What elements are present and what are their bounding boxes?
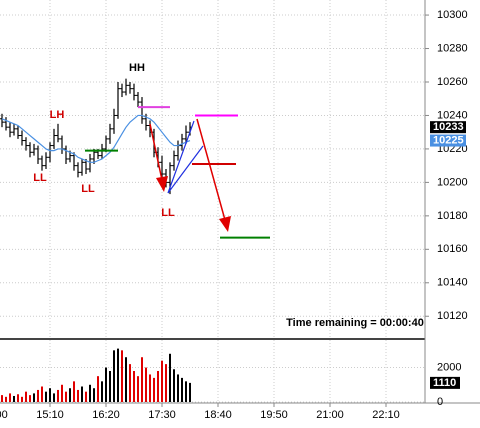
y-tick-label: 10120 — [437, 310, 468, 322]
x-tick-label: 14:00 — [0, 409, 8, 421]
y-tick-label: 10260 — [437, 76, 468, 88]
x-tick-label: 18:40 — [204, 409, 232, 421]
y-tick-label: 10140 — [437, 277, 468, 289]
volume-box — [430, 376, 460, 389]
wedge-line — [167, 145, 204, 194]
x-tick-label: 19:50 — [260, 409, 288, 421]
y-tick-label: 10300 — [437, 9, 468, 21]
price-box — [430, 121, 466, 134]
wedge-line — [167, 120, 195, 194]
x-tick-label: 21:00 — [316, 409, 344, 421]
moving-average — [1, 114, 191, 163]
drawing-tools — [149, 118, 231, 232]
annotation: LL — [161, 207, 175, 219]
y-tick-label: 0 — [437, 396, 443, 408]
volume-box-label: 1110 — [433, 377, 456, 389]
status-text: Time remaining = 00:00:40 — [286, 317, 424, 329]
arrow-head — [156, 176, 168, 192]
arrow — [149, 123, 163, 181]
y-tick-label: 2000 — [437, 361, 461, 373]
y-tick-label: 10160 — [437, 243, 468, 255]
annotation: LL — [81, 183, 95, 195]
x-tick-label: 15:10 — [36, 409, 64, 421]
annotation: LL — [33, 172, 47, 184]
y-tick-label: 10280 — [437, 42, 468, 54]
price-box — [430, 134, 466, 147]
price-box-label: 10233 — [433, 121, 464, 133]
x-tick-label: 22:10 — [372, 409, 400, 421]
y-tick-label: 10240 — [437, 109, 468, 121]
price-box-label: 10225 — [433, 134, 464, 146]
x-tick-label: 16:20 — [92, 409, 120, 421]
arrow — [196, 118, 226, 221]
x-tick-label: 17:30 — [148, 409, 176, 421]
annotation: LH — [50, 109, 65, 121]
y-tick-label: 10200 — [437, 176, 468, 188]
arrow-head — [219, 216, 231, 232]
y-tick-label: 10180 — [437, 210, 468, 222]
annotation: HH — [129, 62, 145, 74]
